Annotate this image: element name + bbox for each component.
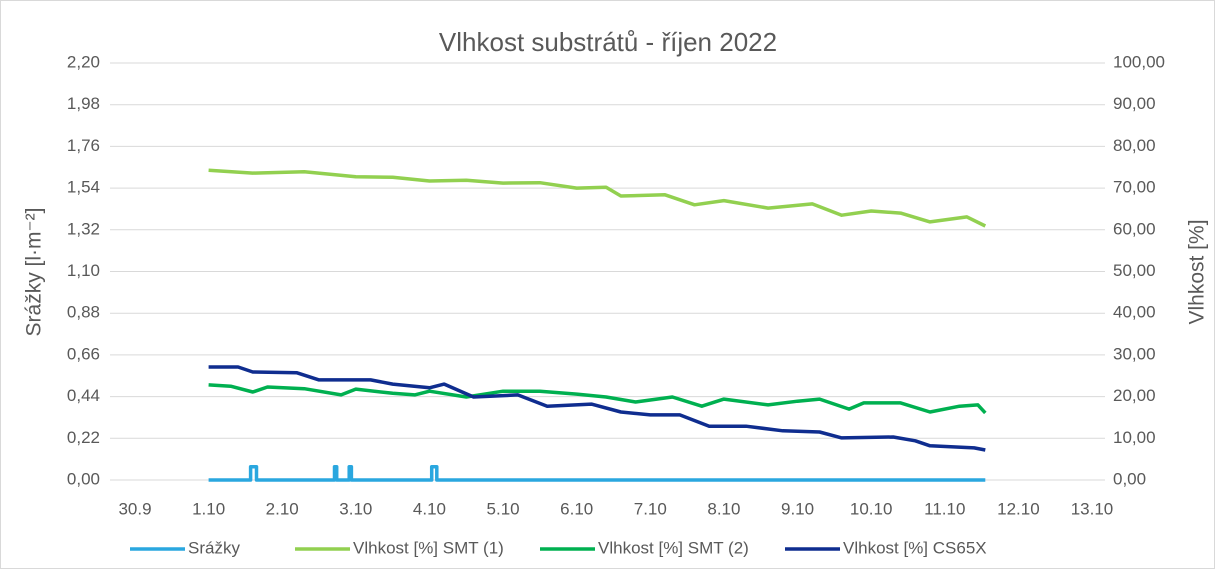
- y-tick-label: 0,66: [67, 344, 100, 363]
- y2-tick-label: 20,00: [1113, 386, 1156, 405]
- x-tick-label: 2.10: [266, 499, 299, 518]
- y2-tick-label: 30,00: [1113, 344, 1156, 363]
- x-tick-label: 10.10: [850, 499, 893, 518]
- x-tick-label: 7.10: [634, 499, 667, 518]
- y-tick-label: 0,44: [67, 386, 100, 405]
- y-tick-label: 0,22: [67, 428, 100, 447]
- y2-tick-label: 0,00: [1113, 469, 1146, 488]
- y2-tick-label: 50,00: [1113, 261, 1156, 280]
- legend-label: Srážky: [188, 538, 240, 557]
- y-tick-label: 1,54: [67, 178, 100, 197]
- x-tick-label: 13.10: [1071, 499, 1114, 518]
- legend-label: Vlhkost [%] SMT (1): [353, 538, 504, 557]
- x-tick-label: 30.9: [118, 499, 151, 518]
- x-tick-label: 5.10: [487, 499, 520, 518]
- y2-tick-label: 70,00: [1113, 178, 1156, 197]
- x-tick-label: 1.10: [192, 499, 225, 518]
- x-tick-label: 6.10: [560, 499, 593, 518]
- y-tick-label: 1,10: [67, 261, 100, 280]
- x-tick-label: 11.10: [924, 499, 965, 518]
- series-line: [208, 365, 986, 452]
- x-tick-label: 4.10: [413, 499, 446, 518]
- y-tick-label: 1,32: [67, 219, 100, 238]
- y2-tick-label: 80,00: [1113, 136, 1156, 155]
- series-line: [208, 168, 987, 228]
- y-tick-label: 2,20: [67, 52, 100, 71]
- series-line: [208, 464, 986, 482]
- y2-tick-label: 100,00: [1113, 52, 1165, 71]
- y2-tick-label: 10,00: [1113, 428, 1156, 447]
- y2-tick-label: 90,00: [1113, 94, 1156, 113]
- y-axis-label: Srážky [l·m⁻²]: [23, 208, 46, 337]
- legend-label: Vlhkost [%] CS65X: [843, 538, 987, 557]
- y-tick-label: 0,00: [67, 469, 100, 488]
- y2-axis-label: Vlhkost [%]: [1186, 219, 1209, 324]
- legend-label: Vlhkost [%] SMT (2): [598, 538, 749, 557]
- y-tick-label: 0,88: [67, 303, 100, 322]
- chart-title: Vlhkost substrátů - říjen 2022: [439, 27, 777, 57]
- y2-tick-label: 60,00: [1113, 219, 1156, 238]
- x-tick-label: 12.10: [997, 499, 1040, 518]
- y-tick-label: 1,76: [67, 136, 100, 155]
- x-tick-label: 9.10: [781, 499, 814, 518]
- x-tick-label: 3.10: [339, 499, 372, 518]
- series-line: [208, 383, 987, 415]
- y-tick-label: 1,98: [67, 94, 100, 113]
- y2-tick-label: 40,00: [1113, 303, 1156, 322]
- x-tick-label: 8.10: [707, 499, 740, 518]
